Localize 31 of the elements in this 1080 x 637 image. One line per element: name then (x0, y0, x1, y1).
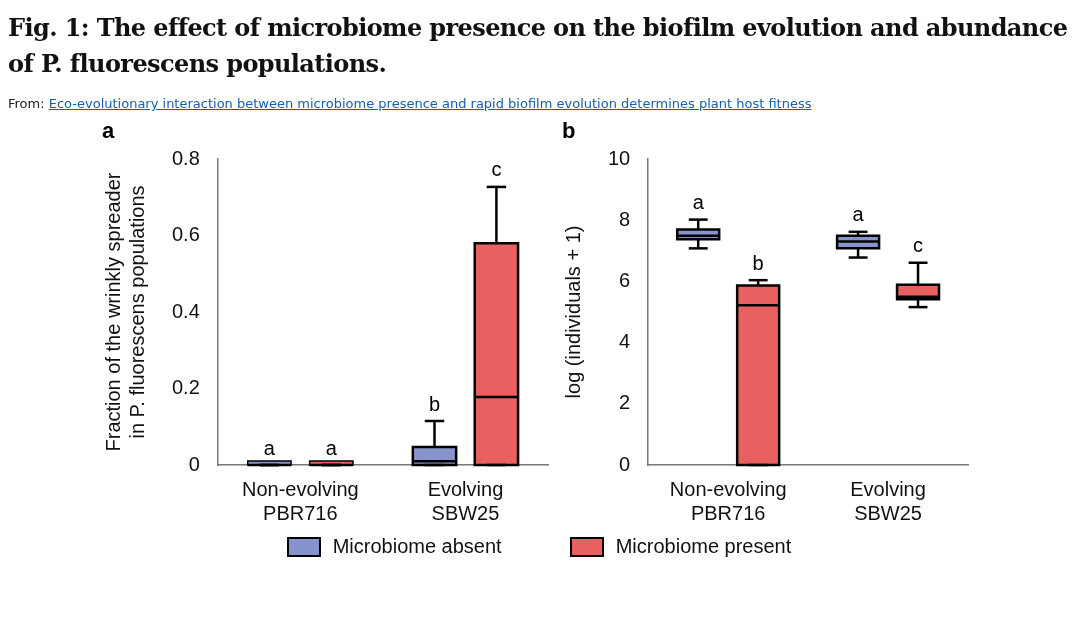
y-tick-label: 0.6 (171, 223, 200, 246)
legend-label: Microbiome absent (332, 535, 502, 558)
y-tick-label: 6 (619, 268, 631, 291)
annotation: a (325, 436, 338, 459)
y-tick-label: 0.8 (171, 146, 200, 169)
legend-label: Microbiome present (615, 535, 792, 558)
text: a (102, 118, 115, 144)
annotation: c (491, 158, 502, 181)
annotation: c (913, 234, 924, 257)
y-axis-title: log (individuals + 1) (561, 225, 584, 399)
annotation: b (428, 392, 441, 415)
x-tick-label: Non-evolving PBR716 (669, 477, 787, 524)
y-tick-label: 2 (619, 391, 631, 414)
y-tick-label: 0.4 (171, 299, 200, 322)
chart-title: Fig. 1: The effect of microbiome presence on the biofilm evolution and abundance of P. fluorescens populations. (8, 12, 1069, 80)
annotation: a (852, 203, 865, 226)
annotation: a (263, 436, 276, 459)
y-tick-label: 0.2 (171, 376, 200, 399)
y-tick-label: 4 (619, 330, 631, 353)
chart-subtitle: From: Eco-evolutionary interaction between microbiome presence and rapid biofilm evolution determines plant host fitness (8, 96, 812, 111)
y-axis-title: Fraction of the wrinkly spreader in P. fluorescens populations (101, 172, 148, 452)
y-tick-label: 0 (619, 452, 631, 475)
text: b (562, 118, 576, 144)
x-tick-label: Non-evolving PBR716 (241, 477, 359, 524)
annotation: b (752, 251, 764, 274)
x-tick-label: Evolving SBW25 (427, 477, 504, 524)
y-tick-label: 0 (188, 452, 200, 475)
y-tick-label: 10 (608, 146, 631, 169)
annotation: a (692, 191, 705, 214)
x-tick-label: Evolving SBW25 (850, 477, 926, 524)
y-tick-label: 8 (619, 207, 631, 230)
